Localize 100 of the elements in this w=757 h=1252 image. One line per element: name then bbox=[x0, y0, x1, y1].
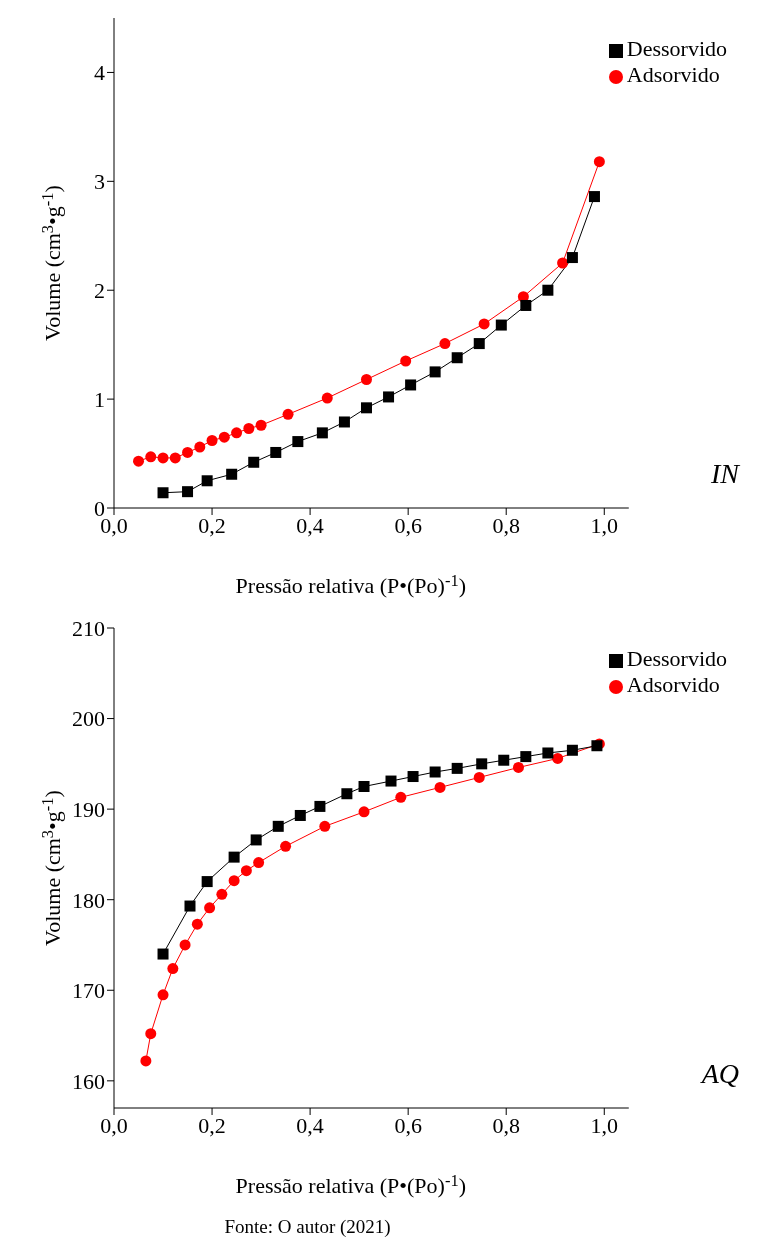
point bbox=[270, 446, 282, 458]
point bbox=[321, 392, 333, 404]
x-axis-title: Pressão relativa (P•(Po)$^{-1}$) bbox=[235, 1170, 466, 1198]
y-tick-label: 1 bbox=[94, 386, 105, 412]
point bbox=[360, 374, 372, 386]
point bbox=[157, 989, 169, 1001]
legend-label: Dessorvido bbox=[626, 36, 727, 61]
point bbox=[542, 747, 554, 759]
point bbox=[588, 191, 600, 203]
y-tick-label: 190 bbox=[72, 796, 105, 822]
point bbox=[338, 416, 350, 428]
point bbox=[566, 252, 578, 264]
x-axis-title: Pressão relativa (P•(Po)$^{-1}$) bbox=[235, 570, 466, 598]
point bbox=[360, 402, 372, 414]
x-tick-label: 0,2 bbox=[198, 1112, 226, 1138]
point bbox=[194, 441, 206, 453]
point bbox=[319, 820, 331, 832]
source-note: Fonte: O autor (2021) bbox=[223, 1216, 392, 1238]
point bbox=[201, 475, 213, 487]
point bbox=[280, 840, 292, 852]
point bbox=[314, 800, 326, 812]
point bbox=[294, 809, 306, 821]
point bbox=[228, 875, 240, 887]
y-tick-label: 200 bbox=[72, 706, 105, 732]
point bbox=[429, 366, 441, 378]
point bbox=[552, 752, 564, 764]
point bbox=[240, 865, 252, 877]
y-tick-label: 2 bbox=[94, 278, 105, 304]
text: IN bbox=[711, 458, 739, 490]
point bbox=[473, 771, 485, 783]
point bbox=[206, 434, 218, 446]
point bbox=[184, 900, 196, 912]
y-tick-label: 4 bbox=[94, 60, 105, 86]
point bbox=[385, 775, 397, 787]
point bbox=[512, 761, 524, 773]
y-tick-label: 170 bbox=[72, 978, 105, 1004]
y-tick-label: 210 bbox=[72, 615, 105, 641]
point bbox=[182, 446, 194, 458]
point bbox=[216, 888, 228, 900]
legend-label: Dessorvido bbox=[626, 646, 727, 671]
point bbox=[204, 902, 216, 914]
x-tick-label: 0,8 bbox=[492, 1112, 520, 1138]
point bbox=[292, 436, 304, 448]
point bbox=[451, 352, 463, 364]
point bbox=[593, 156, 605, 168]
point bbox=[248, 456, 260, 468]
point bbox=[140, 1055, 152, 1067]
point bbox=[255, 419, 267, 431]
point bbox=[358, 806, 370, 818]
x-tick-label: 0,2 bbox=[198, 512, 226, 538]
point bbox=[395, 791, 407, 803]
x-tick-label: 1,0 bbox=[590, 1112, 619, 1138]
x-tick-label: 0,8 bbox=[492, 512, 520, 538]
x-tick-label: 0,6 bbox=[394, 1112, 422, 1138]
point bbox=[133, 455, 145, 467]
point bbox=[191, 918, 203, 930]
point bbox=[476, 758, 488, 770]
point bbox=[341, 788, 353, 800]
point bbox=[407, 771, 419, 783]
point bbox=[157, 452, 169, 464]
point bbox=[478, 318, 490, 330]
point bbox=[231, 427, 243, 439]
point bbox=[145, 451, 157, 463]
text: AQ bbox=[701, 1058, 739, 1090]
y-tick-label: 160 bbox=[72, 1068, 105, 1094]
point bbox=[145, 1028, 157, 1040]
point bbox=[542, 284, 554, 296]
point bbox=[167, 963, 179, 975]
point bbox=[495, 319, 507, 331]
point bbox=[400, 355, 412, 367]
x-tick-label: 0,4 bbox=[296, 1112, 324, 1138]
x-tick-label: 0,4 bbox=[296, 512, 324, 538]
legend-label: Adsorvido bbox=[626, 672, 720, 697]
point bbox=[557, 257, 569, 269]
point bbox=[405, 379, 417, 391]
point bbox=[218, 431, 230, 443]
y-tick-label: 180 bbox=[72, 887, 105, 913]
point bbox=[282, 408, 294, 420]
point bbox=[169, 452, 181, 464]
point bbox=[179, 939, 191, 951]
x-tick-label: 0,0 bbox=[100, 1112, 128, 1138]
x-tick-label: 1,0 bbox=[590, 512, 619, 538]
point bbox=[566, 744, 578, 756]
point bbox=[272, 820, 284, 832]
point bbox=[451, 762, 463, 774]
point bbox=[358, 780, 370, 792]
point bbox=[226, 468, 238, 480]
point bbox=[250, 834, 262, 846]
point bbox=[498, 754, 510, 766]
point bbox=[473, 338, 485, 350]
point bbox=[429, 766, 441, 778]
point bbox=[253, 857, 265, 869]
point bbox=[316, 427, 328, 439]
legend-label: Adsorvido bbox=[626, 62, 720, 87]
point bbox=[228, 851, 240, 863]
point bbox=[201, 876, 213, 888]
point bbox=[520, 751, 532, 763]
point bbox=[243, 423, 255, 435]
x-tick-label: 0,6 bbox=[394, 512, 422, 538]
point bbox=[182, 486, 194, 498]
